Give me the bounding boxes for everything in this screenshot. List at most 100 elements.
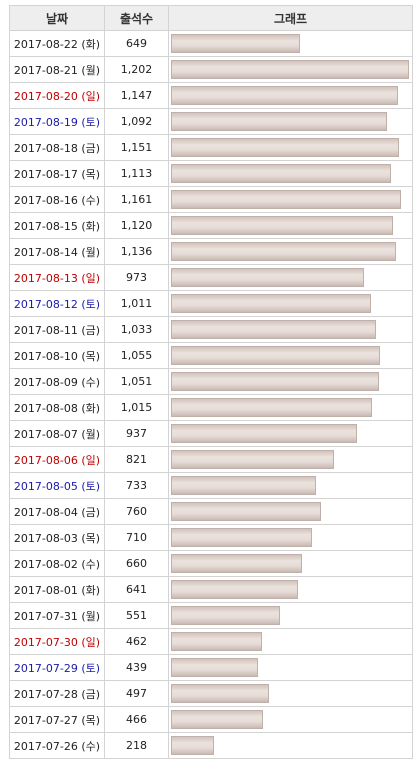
row-date: 2017-08-04 (금) xyxy=(9,498,105,525)
attendance-bar xyxy=(171,658,258,677)
row-graph-cell xyxy=(168,576,413,603)
attendance-bar xyxy=(171,138,399,157)
row-count: 497 xyxy=(104,680,169,707)
row-date: 2017-08-07 (월) xyxy=(9,420,105,447)
row-graph-cell xyxy=(168,134,413,161)
table-header-row: 날짜 출석수 그래프 xyxy=(9,5,413,31)
row-date: 2017-08-12 (토) xyxy=(9,290,105,317)
attendance-bar xyxy=(171,684,269,703)
row-date: 2017-07-30 (일) xyxy=(9,628,105,655)
attendance-bar xyxy=(171,320,376,339)
row-count: 649 xyxy=(104,30,169,57)
attendance-bar xyxy=(171,34,300,53)
row-graph-cell xyxy=(168,680,413,707)
row-graph-cell xyxy=(168,446,413,473)
row-count: 1,161 xyxy=(104,186,169,213)
row-date: 2017-08-18 (금) xyxy=(9,134,105,161)
attendance-bar xyxy=(171,632,262,651)
row-date: 2017-08-15 (화) xyxy=(9,212,105,239)
attendance-stats: 날짜 출석수 그래프 2017-08-22 (화) 649 2017-08-21 (… xyxy=(9,5,413,759)
attendance-bar xyxy=(171,528,312,547)
row-graph-cell xyxy=(168,706,413,733)
table-row: 2017-08-13 (일) 973 xyxy=(9,264,413,291)
table-row: 2017-08-04 (금) 760 xyxy=(9,498,413,525)
row-count: 733 xyxy=(104,472,169,499)
attendance-bar xyxy=(171,190,401,209)
attendance-table: 날짜 출석수 그래프 2017-08-22 (화) 649 2017-08-21 (… xyxy=(9,5,413,759)
row-date: 2017-08-21 (월) xyxy=(9,56,105,83)
row-date: 2017-08-19 (토) xyxy=(9,108,105,135)
row-graph-cell xyxy=(168,82,413,109)
row-count: 937 xyxy=(104,420,169,447)
row-date: 2017-08-20 (일) xyxy=(9,82,105,109)
attendance-bar xyxy=(171,476,316,495)
table-row: 2017-08-17 (목) 1,113 xyxy=(9,160,413,187)
row-count: 1,120 xyxy=(104,212,169,239)
column-header-graph: 그래프 xyxy=(168,5,413,31)
row-date: 2017-08-10 (목) xyxy=(9,342,105,369)
row-graph-cell xyxy=(168,602,413,629)
table-row: 2017-08-22 (화) 649 xyxy=(9,30,413,57)
attendance-bar xyxy=(171,86,398,105)
attendance-bar xyxy=(171,710,263,729)
row-graph-cell xyxy=(168,654,413,681)
row-graph-cell xyxy=(168,732,413,759)
table-row: 2017-08-08 (화) 1,015 xyxy=(9,394,413,421)
row-date: 2017-07-28 (금) xyxy=(9,680,105,707)
attendance-bar xyxy=(171,398,372,417)
attendance-bar xyxy=(171,346,380,365)
row-count: 466 xyxy=(104,706,169,733)
attendance-bar xyxy=(171,164,391,183)
row-count: 1,147 xyxy=(104,82,169,109)
attendance-bar xyxy=(171,242,396,261)
row-date: 2017-08-08 (화) xyxy=(9,394,105,421)
table-row: 2017-07-30 (일) 462 xyxy=(9,628,413,655)
row-graph-cell xyxy=(168,212,413,239)
row-date: 2017-07-29 (토) xyxy=(9,654,105,681)
row-date: 2017-07-31 (월) xyxy=(9,602,105,629)
row-count: 973 xyxy=(104,264,169,291)
column-header-date: 날짜 xyxy=(9,5,105,31)
row-graph-cell xyxy=(168,368,413,395)
row-count: 1,015 xyxy=(104,394,169,421)
row-count: 218 xyxy=(104,732,169,759)
row-date: 2017-07-26 (수) xyxy=(9,732,105,759)
row-graph-cell xyxy=(168,342,413,369)
row-graph-cell xyxy=(168,550,413,577)
row-graph-cell xyxy=(168,264,413,291)
row-count: 1,033 xyxy=(104,316,169,343)
row-count: 641 xyxy=(104,576,169,603)
row-date: 2017-07-27 (목) xyxy=(9,706,105,733)
row-count: 710 xyxy=(104,524,169,551)
table-row: 2017-08-21 (월) 1,202 xyxy=(9,56,413,83)
row-count: 1,136 xyxy=(104,238,169,265)
table-row: 2017-08-09 (수) 1,051 xyxy=(9,368,413,395)
row-graph-cell xyxy=(168,628,413,655)
row-count: 1,202 xyxy=(104,56,169,83)
row-graph-cell xyxy=(168,498,413,525)
row-date: 2017-08-14 (월) xyxy=(9,238,105,265)
table-row: 2017-07-27 (목) 466 xyxy=(9,706,413,733)
table-row: 2017-08-18 (금) 1,151 xyxy=(9,134,413,161)
row-graph-cell xyxy=(168,420,413,447)
table-row: 2017-08-15 (화) 1,120 xyxy=(9,212,413,239)
row-graph-cell xyxy=(168,290,413,317)
attendance-bar xyxy=(171,268,364,287)
table-row: 2017-08-01 (화) 641 xyxy=(9,576,413,603)
table-row: 2017-07-31 (월) 551 xyxy=(9,602,413,629)
row-graph-cell xyxy=(168,56,413,83)
attendance-bar xyxy=(171,216,393,235)
table-row: 2017-07-28 (금) 497 xyxy=(9,680,413,707)
attendance-bar xyxy=(171,60,409,79)
row-count: 1,051 xyxy=(104,368,169,395)
row-count: 1,113 xyxy=(104,160,169,187)
row-graph-cell xyxy=(168,30,413,57)
table-row: 2017-08-07 (월) 937 xyxy=(9,420,413,447)
table-row: 2017-07-29 (토) 439 xyxy=(9,654,413,681)
attendance-bar xyxy=(171,112,387,131)
row-count: 1,055 xyxy=(104,342,169,369)
row-graph-cell xyxy=(168,394,413,421)
row-count: 1,151 xyxy=(104,134,169,161)
table-row: 2017-08-02 (수) 660 xyxy=(9,550,413,577)
row-graph-cell xyxy=(168,108,413,135)
